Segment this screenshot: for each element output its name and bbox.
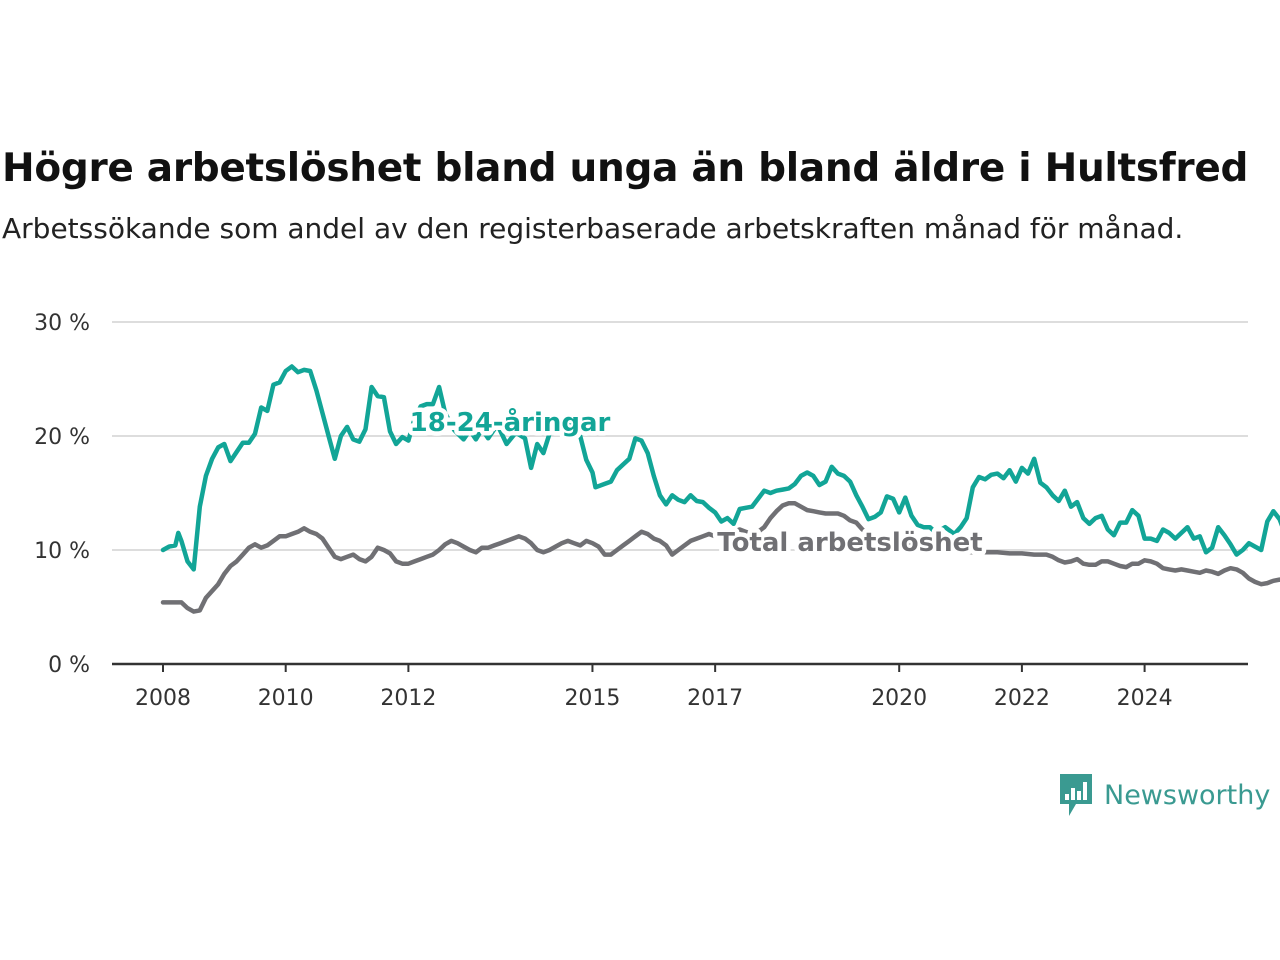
y-tick-label: 30 % [34, 311, 90, 336]
y-tick-label: 10 % [34, 539, 90, 564]
bar-chart-speech-bubble-icon [1060, 774, 1092, 816]
chart-subtitle: Arbetssökande som andel av den registerb… [2, 212, 1184, 245]
x-tick-label: 2012 [380, 686, 436, 711]
gridlines [112, 321, 1248, 551]
series-labels: 18-24-åringar Total arbetslöshet [405, 402, 987, 563]
x-tick-label: 2017 [687, 686, 743, 711]
newsworthy-logo: Newsworthy [1058, 772, 1270, 818]
y-tick-label: 20 % [34, 425, 90, 450]
series-line-young [160, 364, 1280, 572]
series-lines [160, 364, 1280, 614]
x-tick-label: 2015 [564, 686, 620, 711]
y-tick-label: 0 % [48, 653, 90, 678]
brand-name: Newsworthy [1104, 779, 1271, 811]
x-tick-label: 2024 [1117, 686, 1173, 711]
series-label-young: 18-24-åringar [410, 406, 611, 438]
x-tick-label: 2008 [135, 686, 191, 711]
x-tick-label: 2020 [871, 686, 927, 711]
chart-title: Högre arbetslöshet bland unga än bland ä… [2, 146, 1249, 191]
series-line-total [160, 501, 1280, 614]
y-axis-labels: 0 % 10 % 20 % 30 % [34, 311, 90, 678]
x-tick-label: 2010 [258, 686, 314, 711]
x-axis-ticks: 2008 2010 2012 2015 2017 2020 2022 2024 [135, 664, 1173, 711]
series-label-total: Total arbetslöshet [717, 528, 982, 558]
x-tick-label: 2022 [994, 686, 1050, 711]
